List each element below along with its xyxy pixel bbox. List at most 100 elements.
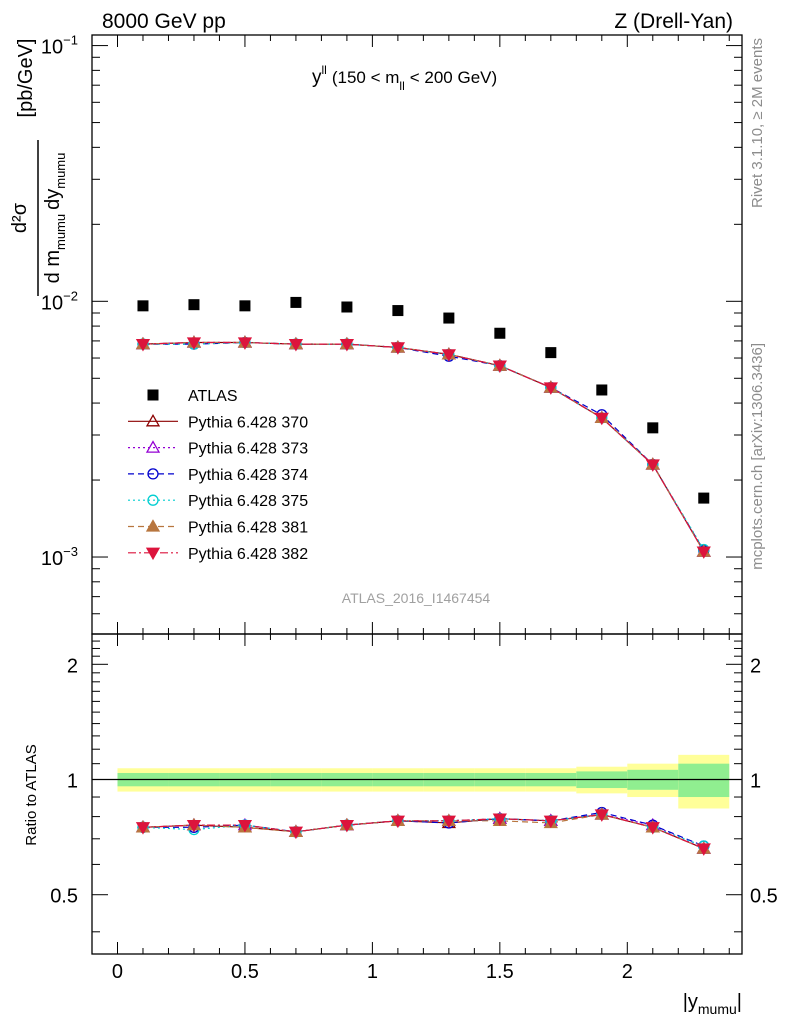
ratio-y-tick-label-right: 1 <box>750 771 761 793</box>
main-y-tick-label: 10−1 <box>41 33 78 59</box>
ratio-data-point <box>645 822 660 835</box>
main-y-tick-label: 10−2 <box>41 288 78 314</box>
main-plot-frame <box>91 34 743 635</box>
main-data-point <box>647 422 659 434</box>
axis-tick-labels: 0 0.5 1 1.5 2 10−1 10−2 10−3 0.5 0.5 1 1 2 2 <box>41 33 778 983</box>
legend-label: Pythia 6.428 374 <box>188 467 308 484</box>
ratio-series-lines <box>142 811 705 850</box>
main-data-point <box>137 300 149 312</box>
ratio-y-tick-label-left: 1 <box>67 771 78 793</box>
den-sub1: mumu <box>53 214 68 250</box>
main-data-point <box>135 338 151 352</box>
legend-marker <box>145 440 161 453</box>
plot-label-close: < 200 GeV) <box>410 68 497 87</box>
main-series-line <box>142 341 705 552</box>
ratio-series-line <box>142 813 704 850</box>
ratio-series-line <box>142 811 704 847</box>
legend-marker <box>147 389 159 401</box>
main-series-lines <box>142 341 705 552</box>
ratio-data-point <box>696 843 711 856</box>
ratio-data-point <box>390 815 406 829</box>
ratio-y-tick-label-left: 0.5 <box>50 886 78 908</box>
plot-label-open: (150 < m <box>332 68 400 87</box>
x-axis-label: |ymumu| <box>683 991 742 1017</box>
ratio-data-point <box>543 815 558 829</box>
legend-label: Pythia 6.428 373 <box>188 441 308 458</box>
main-data-point <box>543 382 558 395</box>
legend-marker <box>147 494 159 506</box>
ratio-data-point <box>237 819 253 833</box>
legend-label: Pythia 6.428 375 <box>188 493 308 510</box>
ratio-series-line <box>142 813 705 850</box>
legend-label: Pythia 6.428 370 <box>188 414 308 431</box>
x-tick-label: 1.5 <box>486 961 514 983</box>
main-data-point <box>339 338 355 352</box>
x-tick-label: 1 <box>367 961 378 983</box>
den-mid: dy <box>42 189 64 210</box>
plot-label: yll (150 < mll < 200 GeV) <box>312 63 497 93</box>
main-data-point <box>237 337 253 350</box>
legend-label: Pythia 6.428 381 <box>188 520 308 537</box>
main-y-axis-denominator: d mmumudymumu <box>42 153 68 284</box>
ratio-y-tick-label-right: 2 <box>750 655 761 677</box>
ratio-series-line <box>142 813 704 850</box>
plot-label-sub: ll <box>399 79 404 93</box>
x-label-sub: mumu <box>698 1001 737 1017</box>
main-data-point <box>188 299 200 311</box>
ratio-series-markers <box>135 806 711 856</box>
x-label-close: | <box>737 991 742 1013</box>
plot-frames <box>91 34 743 955</box>
x-tick-label: 0.5 <box>231 961 259 983</box>
axis-ticks <box>92 35 742 954</box>
main-series-markers <box>135 296 711 559</box>
ratio-data-point <box>594 809 609 822</box>
header-left-title: 8000 GeV pp <box>102 10 226 33</box>
ratio-series-line <box>142 813 704 850</box>
main-data-point <box>545 347 557 359</box>
main-data-point <box>239 300 251 312</box>
main-data-point <box>441 349 456 362</box>
ratio-data-point <box>288 826 304 840</box>
watermark: ATLAS_2016_I1467454 <box>342 590 491 606</box>
legend-label: Pythia 6.428 382 <box>188 546 308 563</box>
x-tick-label: 2 <box>622 961 633 983</box>
legend-marker <box>145 547 161 561</box>
main-data-point <box>443 312 455 324</box>
ratio-band <box>117 754 730 809</box>
ratio-data-point <box>339 819 355 833</box>
den-sub2: mumu <box>53 153 68 189</box>
main-y-tick-label: 10−3 <box>41 544 78 570</box>
ratio-data-point <box>441 815 456 829</box>
main-data-point <box>696 546 711 559</box>
plot-label-sup: ll <box>322 63 327 77</box>
main-data-point <box>645 459 660 472</box>
ratio-data-point <box>135 822 151 835</box>
main-y-axis-units: [pb/GeV] <box>15 39 37 118</box>
ratio-y-tick-label-right: 0.5 <box>750 886 778 908</box>
legend-marker <box>145 519 161 532</box>
main-data-point <box>494 327 506 339</box>
main-data-point <box>492 360 507 374</box>
main-data-point <box>698 492 710 504</box>
mcplots-side-text: mcplots.cern.ch [arXiv:1306.3436] <box>749 343 766 570</box>
main-data-point <box>290 296 302 308</box>
main-data-point <box>288 338 304 352</box>
ratio-data-point <box>186 819 202 833</box>
main-data-point <box>392 305 404 317</box>
legend-marker <box>147 468 159 480</box>
den-main: d m <box>42 250 64 283</box>
ratio-plot-frame <box>91 633 743 955</box>
ratio-data-point <box>492 813 507 826</box>
rivet-side-text: Rivet 3.1.10, ≥ 2M events <box>749 38 766 208</box>
legend-marker <box>145 413 161 427</box>
plot-label-main: y <box>312 67 322 88</box>
legend: ATLAS Pythia 6.428 370 Pythia 6.428 373 Pyt… <box>128 388 308 563</box>
ratio-y-axis-label: Ratio to ATLAS <box>23 744 40 845</box>
main-data-point <box>596 384 608 396</box>
main-y-axis-numerator: d²σ <box>9 202 31 233</box>
main-data-point <box>390 342 406 355</box>
header-right-title: Z (Drell-Yan) <box>614 10 733 33</box>
legend-label: ATLAS <box>188 388 238 405</box>
ratio-y-tick-label-left: 2 <box>67 655 78 677</box>
